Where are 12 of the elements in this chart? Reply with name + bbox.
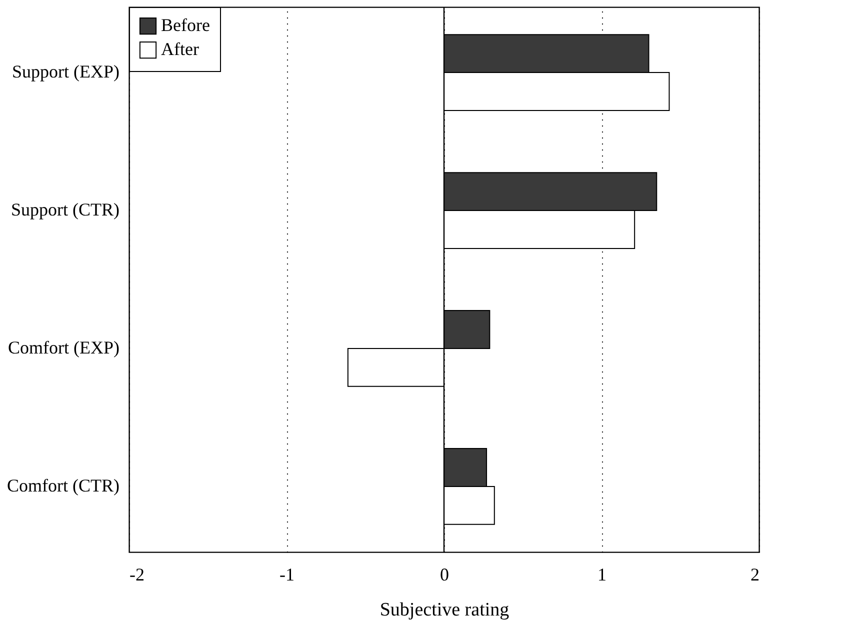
x-tick-label: 0 [440, 564, 449, 584]
legend-label: Before [161, 15, 210, 35]
legend-label: After [161, 39, 199, 59]
x-tick-label: 1 [598, 564, 606, 584]
x-tick-label: -2 [130, 564, 144, 584]
x-axis-title: Subjective rating [380, 600, 510, 620]
x-tick-label: 2 [750, 564, 760, 584]
y-tick-label: Support (CTR) [10, 200, 120, 220]
x-tick-label: -1 [280, 564, 294, 584]
y-tick-label: Comfort (CTR) [7, 475, 120, 496]
y-tick-label: Comfort (EXP) [8, 337, 120, 358]
y-tick-label: Support (EXP) [12, 62, 120, 82]
